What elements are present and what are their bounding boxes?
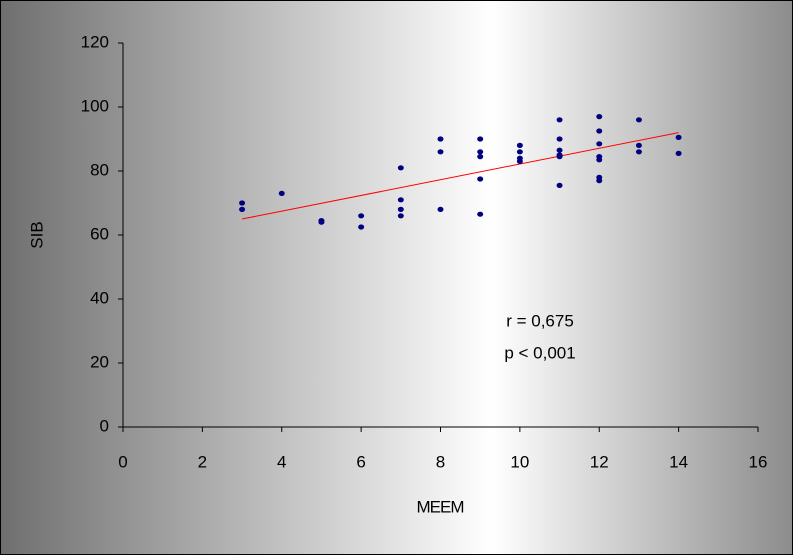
x-tick-label: 10 (510, 452, 529, 471)
data-point (596, 141, 603, 147)
x-tick-label: 12 (590, 452, 609, 471)
x-tick-label: 0 (118, 452, 127, 471)
annotation: p < 0,001 (504, 343, 575, 362)
data-point (397, 197, 404, 203)
data-point (675, 150, 682, 156)
x-tick-label: 6 (356, 452, 365, 471)
data-point (556, 117, 563, 123)
data-point (675, 134, 682, 140)
data-point (437, 136, 444, 142)
data-point (596, 157, 603, 163)
x-tick-label: 14 (669, 452, 688, 471)
data-point (397, 206, 404, 212)
data-point (556, 154, 563, 160)
data-point (477, 176, 484, 182)
data-point (635, 117, 642, 123)
data-point (437, 149, 444, 155)
y-tick-label: 0 (100, 416, 109, 435)
data-point (397, 213, 404, 219)
y-tick-label: 40 (90, 288, 109, 307)
x-tick-label: 8 (436, 452, 445, 471)
data-point (596, 114, 603, 120)
y-tick-label: 80 (90, 160, 109, 179)
x-tick-label: 2 (198, 452, 207, 471)
data-point (239, 200, 246, 206)
data-point (516, 158, 523, 164)
y-tick-label: 100 (81, 96, 109, 115)
y-tick-label: 20 (90, 352, 109, 371)
annotation: r = 0,675 (506, 311, 574, 330)
data-point (635, 149, 642, 155)
data-point (596, 178, 603, 184)
data-point (556, 147, 563, 153)
data-point (516, 142, 523, 148)
trend-line (241, 132, 679, 220)
y-axis-title: SIB (27, 221, 46, 248)
data-point (318, 219, 325, 225)
data-point (278, 190, 285, 196)
data-point (437, 206, 444, 212)
data-point (477, 149, 484, 155)
x-tick-label: 4 (277, 452, 286, 471)
data-point (556, 182, 563, 188)
data-point (477, 211, 484, 217)
x-axis-title: MEEM (417, 497, 464, 516)
data-point (516, 149, 523, 155)
data-point (397, 165, 404, 171)
y-tick-label: 60 (90, 224, 109, 243)
y-tick-label: 120 (81, 32, 109, 51)
data-point (239, 206, 246, 212)
data-point (596, 128, 603, 134)
data-point (477, 136, 484, 142)
data-point (556, 136, 563, 142)
data-point (358, 224, 365, 230)
data-point (635, 142, 642, 148)
data-point (358, 213, 365, 219)
x-tick-label: 16 (749, 452, 768, 471)
data-point (477, 154, 484, 160)
